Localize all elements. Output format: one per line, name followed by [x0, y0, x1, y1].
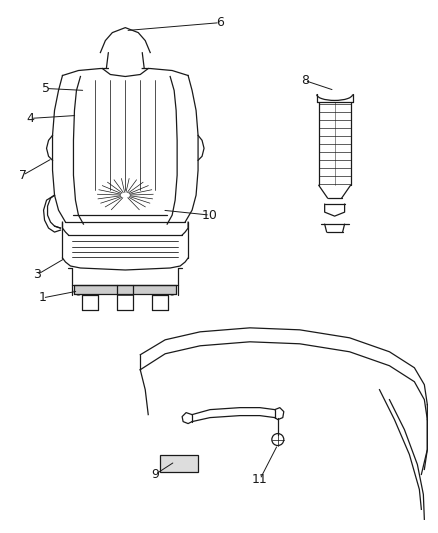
Text: 9: 9: [151, 468, 159, 481]
Text: 1: 1: [39, 292, 46, 304]
Text: 4: 4: [27, 112, 35, 125]
Text: 8: 8: [301, 74, 309, 87]
Text: 5: 5: [42, 82, 49, 95]
Text: 3: 3: [33, 269, 41, 281]
Text: 7: 7: [19, 169, 27, 182]
FancyBboxPatch shape: [160, 455, 198, 472]
Polygon shape: [74, 285, 176, 294]
Text: 6: 6: [216, 16, 224, 29]
Text: 10: 10: [202, 208, 218, 222]
Text: 11: 11: [252, 473, 268, 486]
